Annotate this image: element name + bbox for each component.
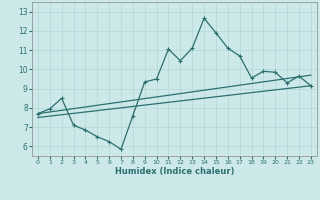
X-axis label: Humidex (Indice chaleur): Humidex (Indice chaleur) [115, 167, 234, 176]
